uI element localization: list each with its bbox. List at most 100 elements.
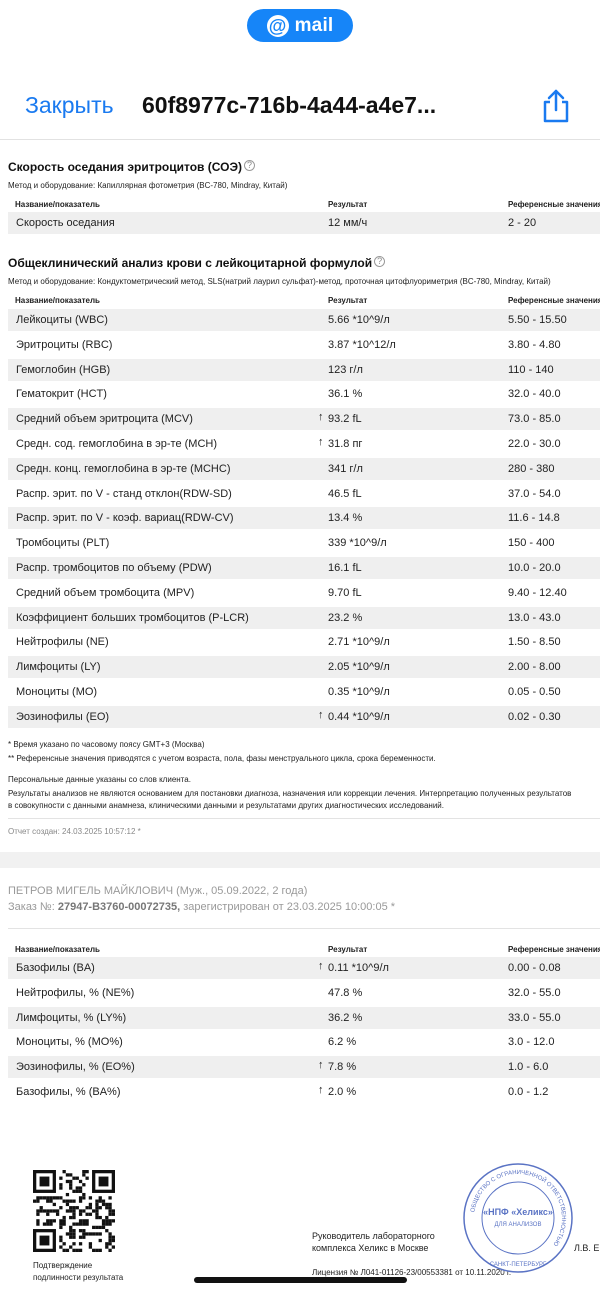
test-name: Нейтрофилы (NE): [16, 636, 109, 649]
test-reference: 2 - 20: [508, 217, 537, 229]
col-header-name: Название/показатель: [15, 945, 100, 954]
test-name: Средний объем тромбоцита (MPV): [16, 586, 195, 599]
qr-caption-line1: Подтверждение: [33, 1261, 93, 1270]
test-name: Эозинофилы, % (EO%): [16, 1061, 135, 1074]
table-row: Лимфоциты (LY) 2.05 *10^9/л 2.00 - 8.00: [8, 656, 600, 679]
license-text: Лицензия № Л041-01126-23/00553381 от 10.…: [312, 1268, 512, 1277]
col-header-result: Результат: [328, 945, 368, 954]
table-row: Базофилы (BA) ↑ 0.11 *10^9/л 0.00 - 0.08: [8, 957, 600, 979]
test-reference: 3.80 - 4.80: [508, 338, 561, 351]
stamp-sub-text: ДЛЯ АНАЛИЗОВ: [495, 1222, 542, 1228]
qr-caption-line2: подлинности результата: [33, 1273, 124, 1282]
test-reference: 11.6 - 14.8: [508, 512, 560, 525]
test-name: Средн. конц. гемоглобина в эр-те (MCHC): [16, 462, 231, 475]
header-divider: [0, 139, 600, 140]
test-name: Моноциты (MO): [16, 686, 98, 698]
table-row: Гематокрит (HCT) 36.1 % 32.0 - 40.0: [8, 383, 600, 405]
mail-logo-pill: @ mail: [247, 9, 353, 42]
test-result: 341 г/л: [328, 462, 363, 475]
note-timezone: * Время указано по часовому поясу GMT+3 …: [8, 740, 205, 749]
high-flag-icon: ↑: [318, 1084, 324, 1096]
test-result: 6.2 %: [328, 1036, 357, 1049]
patient-info: ПЕТРОВ МИГЕЛЬ МАЙКЛОВИЧ (Муж., 05.09.202…: [8, 885, 308, 897]
test-result: 9.70 fL: [328, 586, 362, 599]
test-reference: 37.0 - 54.0: [508, 487, 561, 500]
cbc-method: Метод и оборудование: Кондуктометрически…: [8, 277, 551, 286]
test-result: 23.2 %: [328, 611, 363, 624]
test-result: 16.1 fL: [328, 562, 362, 574]
test-name: Распр. эрит. по V - станд отклон(RDW-SD): [16, 487, 232, 500]
test-result: 7.8 %: [328, 1061, 357, 1074]
test-result: 5.66 *10^9/л: [328, 314, 390, 326]
test-reference: 32.0 - 55.0: [508, 986, 561, 999]
test-name: Средний объем эритроцита (MCV): [16, 413, 193, 426]
table-row: Скорость оседания 12 мм/ч 2 - 20: [8, 212, 600, 234]
info-icon[interactable]: ?: [374, 256, 386, 267]
lab-head-line2: комплекса Хеликс в Москве: [312, 1243, 429, 1253]
lab-stamp: ОБЩЕСТВО С ОГРАНИЧЕННОЙ ОТВЕТСТВЕННОСТЬЮ…: [462, 1162, 574, 1274]
col-header-name: Название/показатель: [15, 296, 100, 305]
test-reference: 110 - 140: [508, 363, 554, 376]
test-name: Коэффициент больших тромбоцитов (P-LCR): [16, 611, 249, 624]
share-icon[interactable]: [540, 88, 572, 124]
qr-code[interactable]: [33, 1170, 115, 1252]
note-reference: ** Референсные значения приводятся с уче…: [8, 754, 436, 763]
stamp-city-text: САНКТ-ПЕТЕРБУРГ: [490, 1262, 547, 1268]
lab-head-line1: Руководитель лабораторного: [312, 1231, 435, 1241]
table-row: Средний объем тромбоцита (MPV) 9.70 fL 9.4…: [8, 582, 600, 604]
col-header-ref: Референсные значения: [508, 296, 600, 305]
test-result: 36.2 %: [328, 1011, 363, 1024]
page-break: [0, 852, 600, 868]
test-name: Гематокрит (HCT): [16, 388, 107, 401]
table-row: Тромбоциты (PLT) 339 *10^9/л 150 - 400: [8, 532, 600, 554]
col-header-result: Результат: [328, 296, 368, 305]
test-reference: 10.0 - 20.0: [508, 562, 561, 574]
test-result: 46.5 fL: [328, 487, 362, 500]
test-name: Тромбоциты (PLT): [16, 537, 110, 550]
order-number: 27947-B3760-00072735,: [57, 901, 181, 913]
test-result: 123 г/л: [328, 363, 363, 376]
test-result: 339 *10^9/л: [328, 537, 387, 550]
test-reference: 33.0 - 55.0: [508, 1011, 561, 1024]
note-disclaimer-1: Результаты анализов не являются основани…: [8, 789, 572, 798]
test-result: 13.4 %: [328, 512, 363, 525]
test-result: 31.8 пг: [328, 438, 363, 450]
test-result: 36.1 %: [328, 388, 363, 401]
test-reference: 0.0 - 1.2: [508, 1086, 549, 1098]
test-reference: 150 - 400: [508, 537, 555, 550]
table-row: Гемоглобин (HGB) 123 г/л 110 - 140: [8, 358, 600, 381]
test-reference: 3.0 - 12.0: [508, 1036, 555, 1049]
report-created: Отчет создан: 24.03.2025 10:57:12 *: [8, 827, 141, 836]
table-row: Моноциты, % (MO%) 6.2 % 3.0 - 12.0: [8, 1031, 600, 1053]
table-row: Базофилы, % (BA%) ↑ 2.0 % 0.0 - 1.2: [8, 1081, 600, 1103]
table-row: Коэффициент больших тромбоцитов (P-LCR) 2…: [8, 606, 600, 629]
document-title: 60f8977c-716b-4a44-a4e7...: [142, 92, 437, 118]
test-reference: 1.50 - 8.50: [508, 636, 561, 649]
test-name: Лимфоциты (LY): [16, 661, 101, 674]
test-result: 2.05 *10^9/л: [328, 661, 390, 674]
test-name: Моноциты, % (MO%): [16, 1036, 123, 1049]
info-icon[interactable]: ?: [244, 160, 255, 171]
table-row: Эозинофилы (EO) ↑ 0.44 *10^9/л 0.02 - 0.30: [8, 705, 600, 728]
home-indicator[interactable]: [194, 1277, 407, 1283]
test-reference: 1.0 - 6.0: [508, 1061, 549, 1074]
test-name: Базофилы (BA): [16, 962, 95, 974]
test-name: Нейтрофилы, % (NE%): [16, 986, 135, 999]
note-personal: Персональные данные указаны со слов клие…: [8, 775, 191, 784]
high-flag-icon: ↑: [318, 1059, 324, 1072]
table-row: Лимфоциты, % (LY%) 36.2 % 33.0 - 55.0: [8, 1006, 600, 1029]
close-button[interactable]: Закрыть: [25, 92, 114, 118]
col-header-name: Название/показатель: [15, 200, 100, 209]
test-name: Распр. тромбоцитов по объему (PDW): [16, 562, 212, 574]
col-header-ref: Референсные значения: [508, 200, 600, 209]
notes-divider: [8, 818, 600, 819]
high-flag-icon: ↑: [318, 960, 324, 972]
high-flag-icon: ↑: [318, 708, 324, 721]
test-reference: 9.40 - 12.40: [508, 586, 567, 599]
test-name: Средн. сод. гемоглобина в эр-те (MCH): [16, 438, 218, 450]
test-reference: 22.0 - 30.0: [508, 438, 561, 450]
test-reference: 0.00 - 0.08: [508, 962, 561, 974]
table-row: Эозинофилы, % (EO%) ↑ 7.8 % 1.0 - 6.0: [8, 1056, 600, 1079]
stamp-center-text: «НПФ «Хеликс»: [483, 1207, 553, 1217]
test-result: 12 мм/ч: [328, 217, 368, 229]
